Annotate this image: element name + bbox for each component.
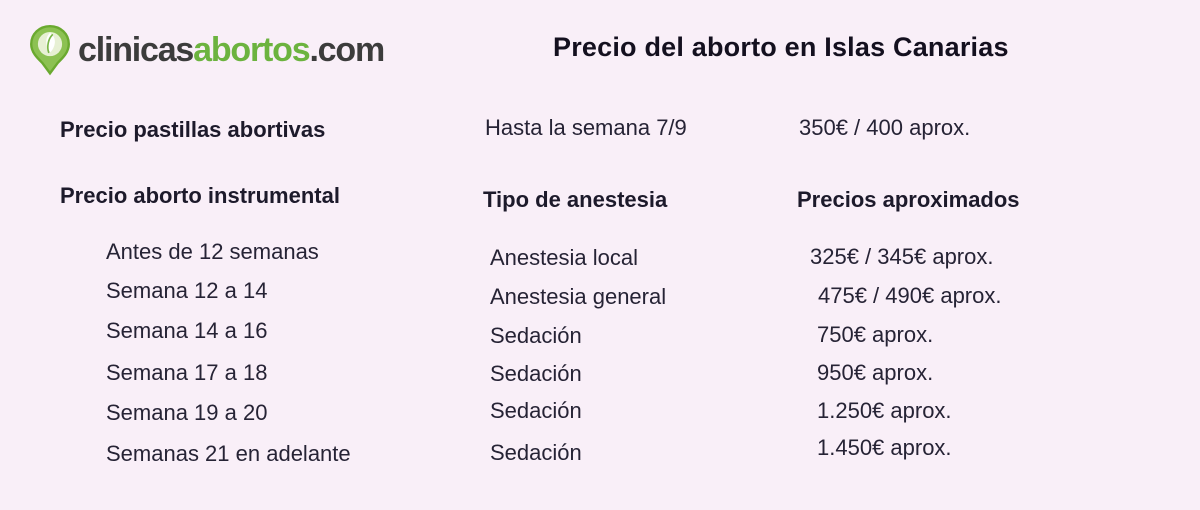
brand-logo: clinicasabortos.com [28,24,385,76]
weeks-cell: Semana 14 a 16 [106,318,268,343]
weeks-cell: Semana 17 a 18 [106,360,268,385]
anesthesia-cell: Sedación [490,323,582,348]
price-cell: 750€ aprox. [817,322,934,347]
anesthesia-cell: Sedación [490,440,582,465]
weeks-cell: Semanas 21 en adelante [106,441,351,466]
approx-prices-header: Precios aproximados [797,187,1020,212]
anesthesia-cell: Anestesia local [490,245,638,270]
page-title: Precio del aborto en Islas Canarias [553,32,1009,62]
map-pin-leaf-icon [30,24,70,76]
price-cell: 950€ aprox. [817,360,934,385]
weeks-cell: Semana 12 a 14 [106,278,268,303]
logo-text-clinicas: clinicas [78,31,194,69]
price-cell: 1.250€ aprox. [817,398,952,423]
price-cell: 325€ / 345€ aprox. [810,244,994,269]
pills-section-label: Precio pastillas abortivas [60,117,326,142]
anesthesia-type-header: Tipo de anestesia [483,187,668,212]
price-cell: 475€ / 490€ aprox. [818,283,1002,308]
price-cell: 1.450€ aprox. [817,435,952,460]
pills-price-cell: 350€ / 400 aprox. [799,115,971,140]
logo-wordmark: clinicasabortos.com [78,31,385,69]
weeks-cell: Antes de 12 semanas [106,239,319,264]
weeks-cell: Semana 19 a 20 [106,400,268,425]
anesthesia-cell: Sedación [490,361,582,386]
logo-text-abortos: abortos [193,31,310,69]
anesthesia-cell: Anestesia general [490,284,667,309]
anesthesia-cell: Sedación [490,398,582,423]
pills-weeks-cell: Hasta la semana 7/9 [485,115,687,140]
logo-text-com: .com [309,31,385,69]
instrumental-section-label: Precio aborto instrumental [60,183,340,208]
